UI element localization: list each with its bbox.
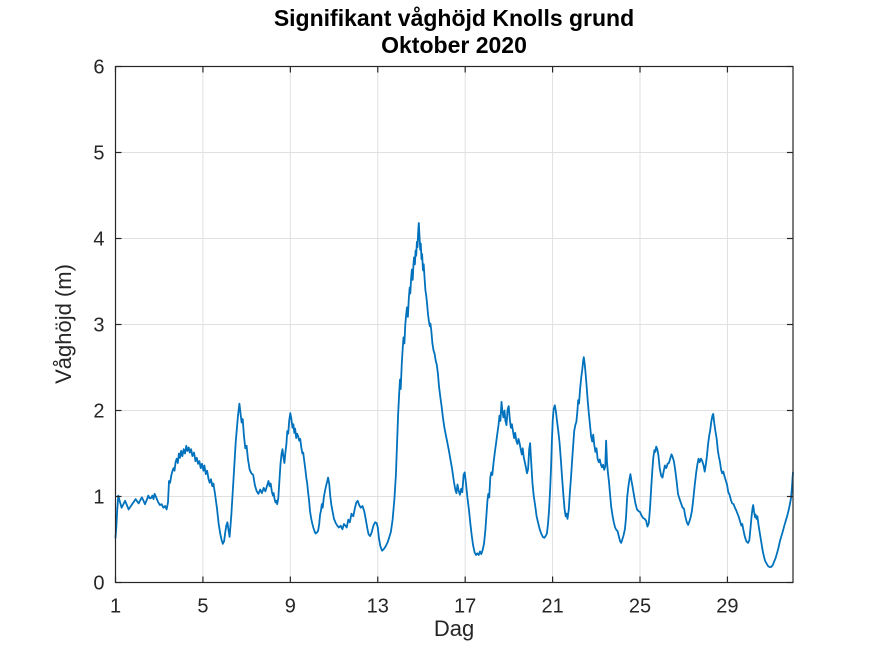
x-tick-label: 17 — [454, 596, 476, 618]
x-axis-label: Dag — [433, 616, 475, 641]
y-tick-label: 5 — [93, 143, 104, 165]
y-tick-label: 6 — [93, 57, 104, 79]
x-tick-label: 25 — [629, 596, 651, 618]
chart-subtitle: Oktober 2020 — [381, 32, 527, 58]
x-tick-label: 21 — [541, 596, 563, 618]
y-tick-label: 3 — [93, 315, 104, 337]
y-tick-label: 4 — [93, 229, 104, 251]
x-tick-label: 5 — [197, 596, 208, 618]
y-axis-label: Våghöjd (m) — [51, 264, 76, 384]
x-tick-label: 29 — [716, 596, 738, 618]
chart-title-block: Signifikant våghöjd Knolls grund Oktober… — [115, 5, 793, 59]
x-tick-label: 13 — [367, 596, 389, 618]
y-tick-label: 0 — [93, 573, 104, 595]
y-tick-label: 1 — [93, 487, 104, 509]
wave-height-line — [114, 222, 794, 568]
x-tick-label: 9 — [285, 596, 296, 618]
y-tick-label: 2 — [93, 401, 104, 423]
chart-title: Signifikant våghöjd Knolls grund — [273, 5, 635, 31]
x-tick-label: 1 — [110, 596, 121, 618]
